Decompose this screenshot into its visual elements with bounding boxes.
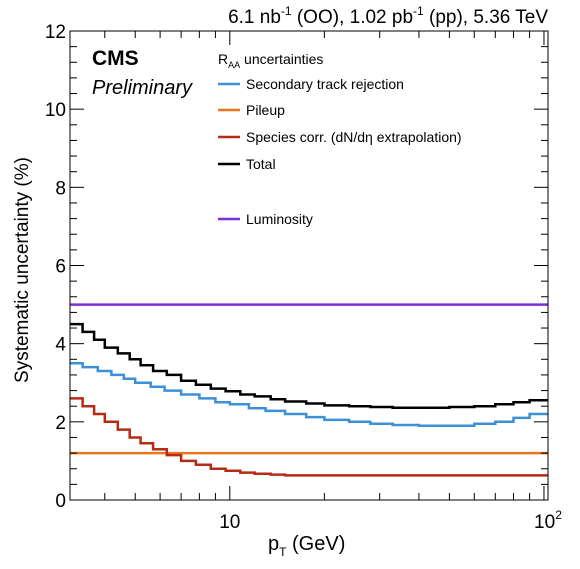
chart-header: 6.1 nb-1 (OO), 1.02 pb-1 (pp), 5.36 TeV	[228, 4, 548, 28]
y-tick-label: 10	[45, 100, 66, 121]
legend-label-4: Luminosity	[246, 211, 313, 227]
header-oo: (OO),	[292, 7, 350, 28]
y-tick-label: 4	[55, 335, 66, 356]
header-pp: (pp), 5.36 TeV	[424, 7, 549, 28]
legend-title-sub: AA	[228, 60, 240, 70]
x-tick-label-100: 102	[534, 508, 562, 533]
series-layer	[70, 303, 548, 477]
status-label: Preliminary	[92, 77, 193, 99]
header-lumi-oo: 6.1 nb	[228, 7, 281, 28]
legend-title-main: R	[218, 51, 228, 67]
legend-title: RAA uncertainties	[218, 51, 323, 70]
series-line-3	[70, 322, 548, 410]
x-axis-label: pT (GeV)	[268, 533, 345, 559]
x-tick-label-100-base: 10	[534, 512, 555, 533]
y-tick-label: 6	[55, 257, 66, 278]
series-line-0	[70, 361, 548, 427]
y-tick-label: 2	[55, 413, 66, 434]
legend-label-1: Pileup	[246, 102, 285, 118]
x-axis-label-main: p	[268, 533, 279, 555]
y-tick-labels: 0 2 4 6 8 10 12	[45, 22, 67, 512]
legend-label-2: Species corr. (dN/dη extrapolation)	[246, 129, 462, 145]
y-tick-label: 0	[55, 491, 66, 512]
header-lumi-pp: 1.02 pb	[350, 7, 413, 28]
experiment-label: CMS	[92, 47, 139, 70]
header-lumi-pp-exp: -1	[413, 4, 424, 18]
x-axis-label-sub: T	[279, 545, 287, 559]
legend-title-rest: uncertainties	[240, 51, 323, 67]
y-tick-label: 12	[45, 22, 66, 43]
x-axis-label-rest: (GeV)	[286, 533, 345, 555]
y-tick-label: 8	[55, 178, 66, 199]
legend-label-0: Secondary track rejection	[246, 76, 404, 92]
ticks-layer	[70, 30, 548, 501]
legend: Secondary track rejection Pileup Species c…	[218, 76, 462, 227]
y-axis-label: Systematic uncertainty (%)	[12, 157, 33, 383]
series-line-2	[70, 397, 548, 477]
plot-frame	[69, 30, 549, 501]
legend-label-3: Total	[246, 156, 276, 172]
header-lumi-oo-exp: -1	[281, 4, 292, 18]
x-tick-label-100-exp: 2	[555, 508, 562, 522]
x-tick-label-10: 10	[219, 512, 240, 533]
